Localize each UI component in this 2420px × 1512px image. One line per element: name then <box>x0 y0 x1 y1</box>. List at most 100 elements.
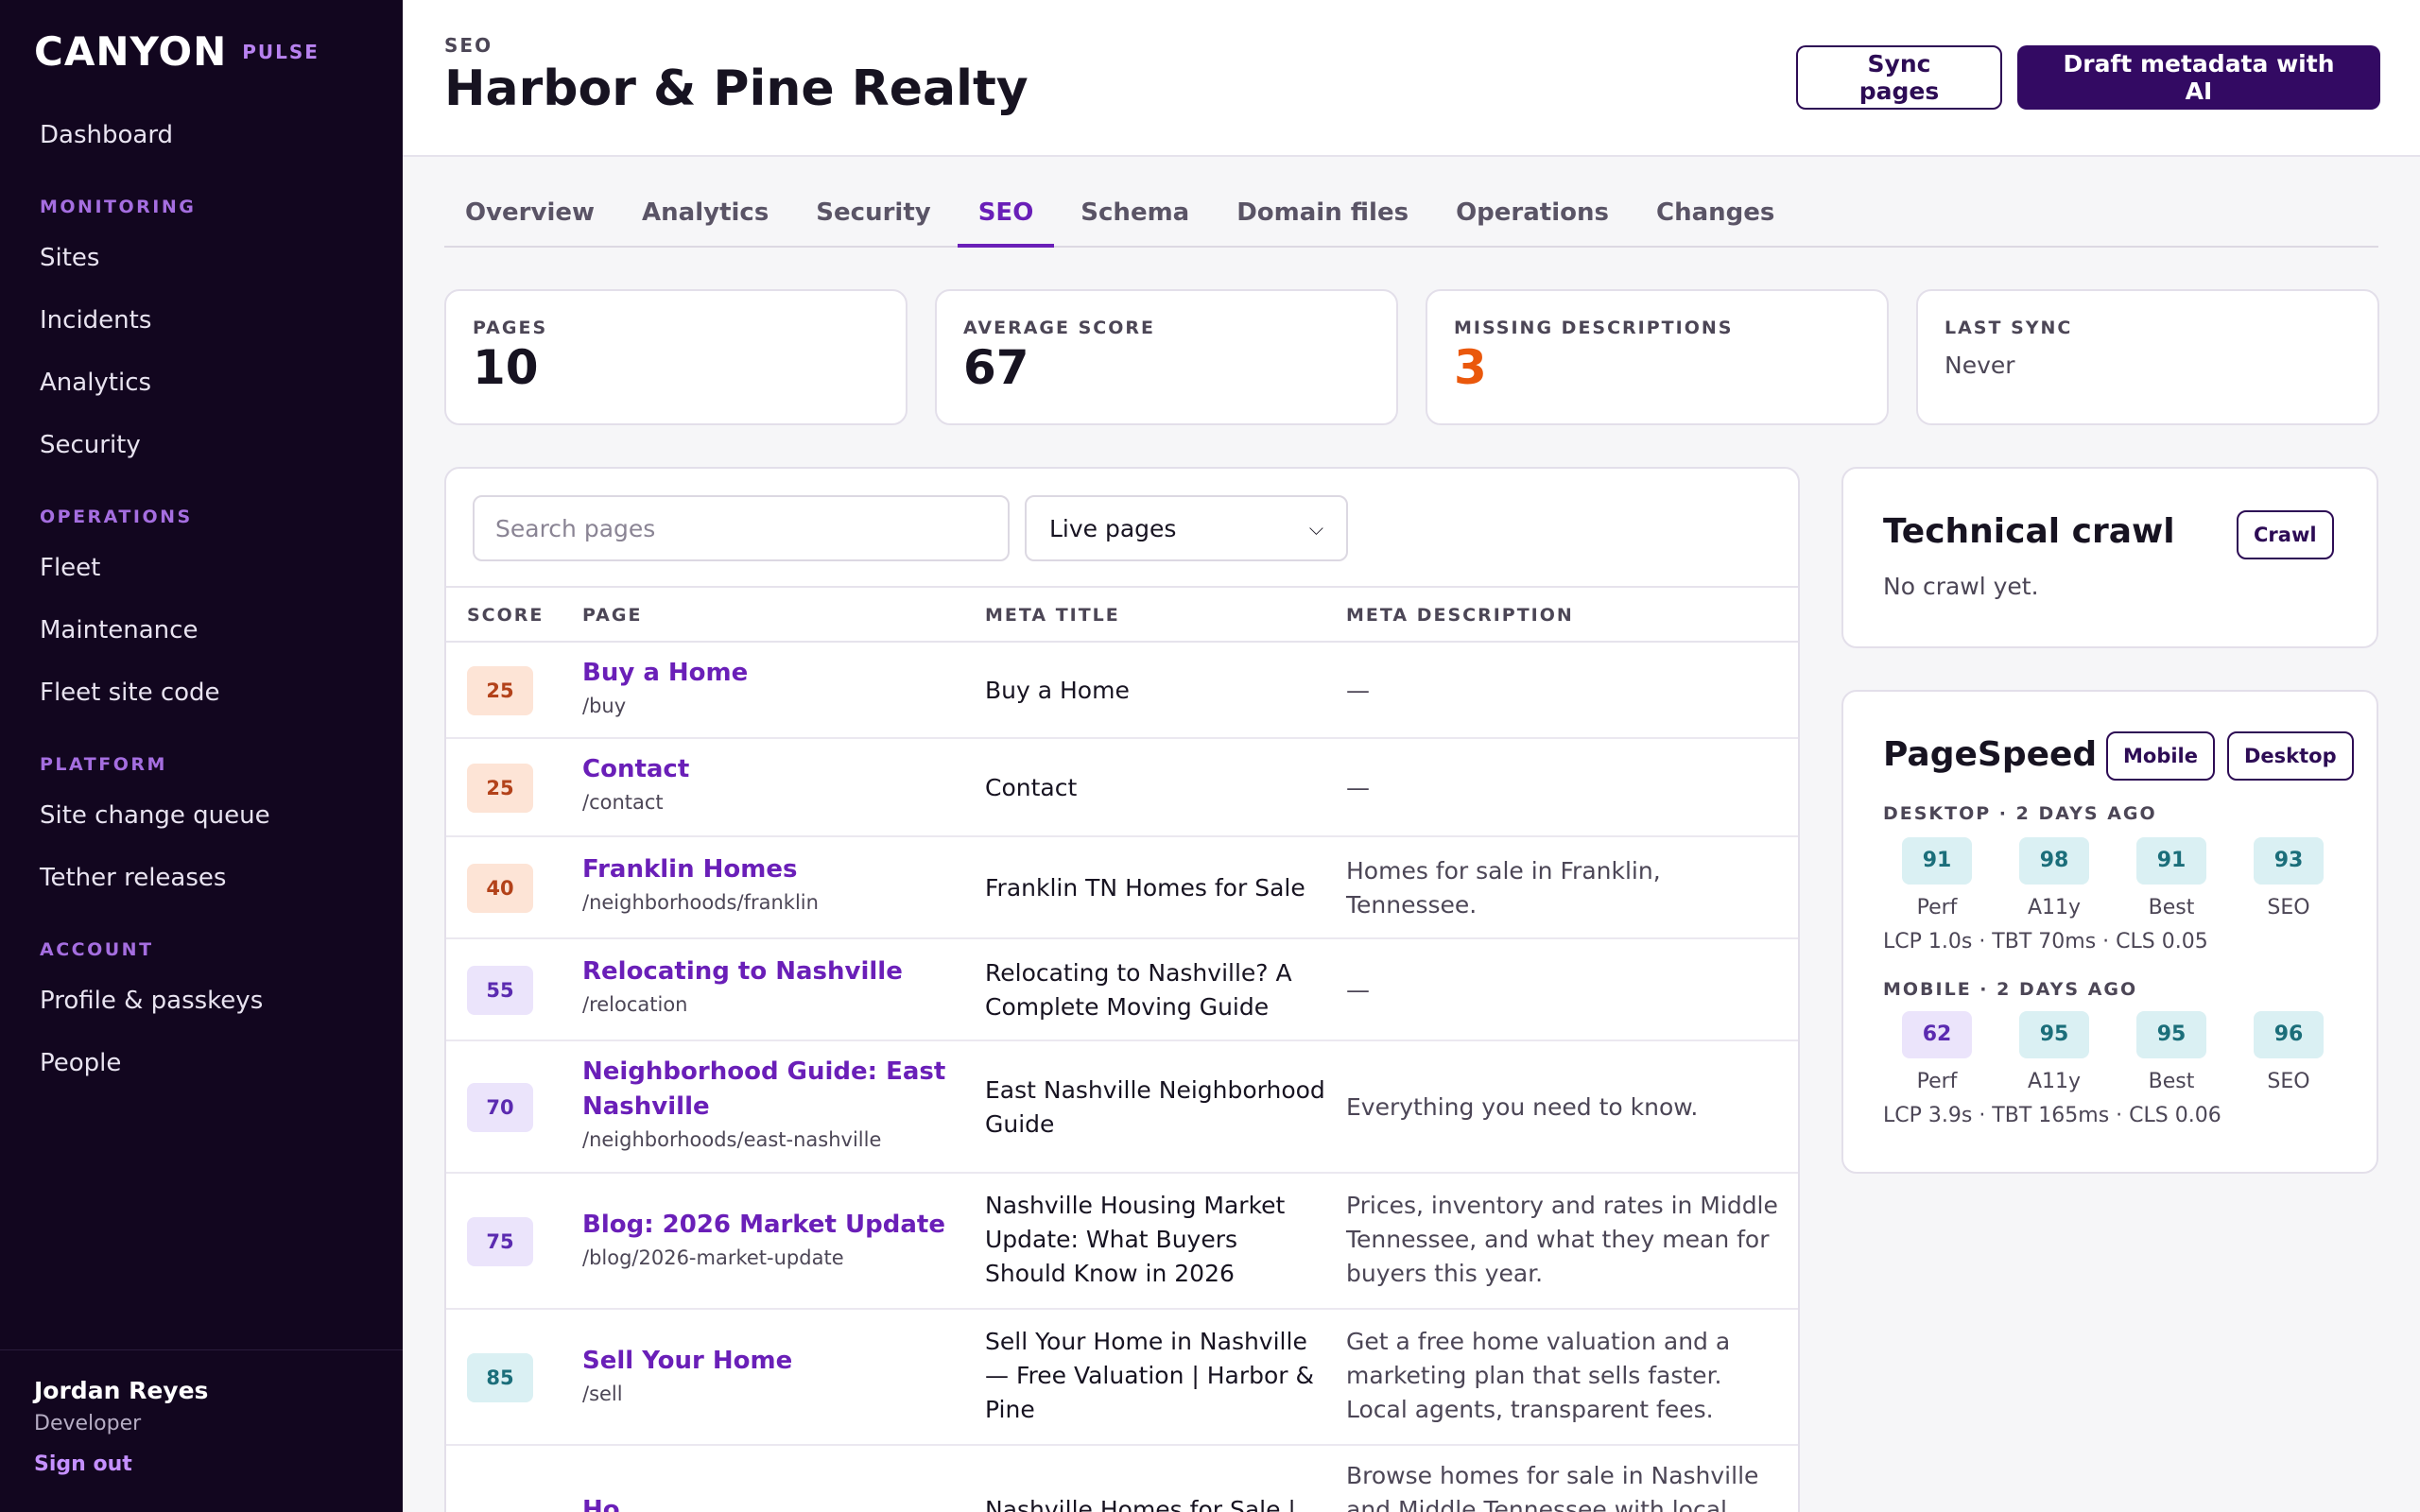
card-title: Technical crawl <box>1883 512 2175 551</box>
column-header-meta-title[interactable]: META TITLE <box>985 605 1120 626</box>
metric-value: 91 <box>2136 837 2206 885</box>
sidebar-item-maintenance[interactable]: Maintenance <box>40 616 199 644</box>
sidebar-item-people[interactable]: People <box>40 1049 122 1077</box>
column-header-page[interactable]: PAGE <box>582 605 643 626</box>
meta-title-cell: Nashville Housing Market Update: What Bu… <box>985 1192 1286 1287</box>
brand-logo[interactable]: CANYON PULSE <box>34 28 320 75</box>
sidebar-item-dashboard[interactable]: Dashboard <box>40 121 174 149</box>
user-role: Developer <box>34 1412 142 1435</box>
tab-analytics[interactable]: Analytics <box>642 198 769 227</box>
mobile-metric-best: 95 Best <box>2136 1011 2206 1093</box>
nav-section-account: ACCOUNT <box>40 939 154 960</box>
tab-security[interactable]: Security <box>816 198 931 227</box>
page-link[interactable]: Franklin Homes <box>582 855 798 884</box>
metric-value: 91 <box>1902 837 1972 885</box>
desktop-toggle-button[interactable]: Desktop <box>2227 731 2354 781</box>
sidebar-nav: Dashboard MONITORING Sites Incidents Ana… <box>0 104 403 1094</box>
table-row[interactable]: 85 Sell Your Home /sell Sell Your Home i… <box>446 1310 1798 1446</box>
sidebar-item-fleet[interactable]: Fleet <box>40 554 101 582</box>
metric-value: 96 <box>2254 1011 2324 1058</box>
site-tabs: Overview Analytics Security SEO Schema D… <box>444 185 2378 248</box>
mobile-toggle-button[interactable]: Mobile <box>2106 731 2215 781</box>
stat-card-pages: PAGES 10 <box>444 289 908 425</box>
table-row[interactable]: 70 Neighborhood Guide: East Nashville /n… <box>446 1041 1798 1174</box>
tab-changes[interactable]: Changes <box>1655 198 1775 227</box>
sidebar-item-profile-passkeys[interactable]: Profile & passkeys <box>40 987 264 1015</box>
tab-seo[interactable]: SEO <box>957 185 1055 248</box>
stat-label: LAST SYNC <box>1945 318 2073 338</box>
stat-label: AVERAGE SCORE <box>963 318 1156 338</box>
table-row[interactable]: 75 Blog: 2026 Market Update /blog/2026-m… <box>446 1174 1798 1310</box>
stat-value: 67 <box>963 340 1029 395</box>
page-link[interactable]: Blog: 2026 Market Update <box>582 1211 945 1239</box>
sidebar-item-tether-releases[interactable]: Tether releases <box>40 864 227 892</box>
score-badge: 75 <box>467 1217 533 1266</box>
tab-schema[interactable]: Schema <box>1080 198 1190 227</box>
table-row[interactable]: Ho... Nashville Homes for Sale | Browse … <box>446 1446 1798 1512</box>
sign-out-link[interactable]: Sign out <box>34 1452 132 1476</box>
meta-title-cell: Contact <box>985 774 1078 801</box>
page-link[interactable]: Neighborhood Guide: East Nashville <box>582 1057 946 1121</box>
table-row[interactable]: 55 Relocating to Nashville /relocation R… <box>446 939 1798 1041</box>
page-cell: Ho... <box>582 1493 960 1512</box>
page-filter-select[interactable]: Live pages ⌵ <box>1025 495 1348 561</box>
meta-description-cell: Get a free home valuation and a marketin… <box>1346 1328 1731 1423</box>
table-row[interactable]: 25 Buy a Home /buy Buy a Home — <box>446 643 1798 739</box>
page-link[interactable]: Relocating to Nashville <box>582 957 903 986</box>
page-link[interactable]: Ho... <box>582 1496 648 1512</box>
technical-crawl-card: Technical crawl Crawl No crawl yet. <box>1841 467 2378 648</box>
column-header-meta-description[interactable]: META DESCRIPTION <box>1346 605 1574 626</box>
desktop-vitals: LCP 1.0s · TBT 70ms · CLS 0.05 <box>1883 930 2208 954</box>
column-header-score[interactable]: SCORE <box>467 605 544 626</box>
sync-pages-button[interactable]: Sync pages <box>1796 45 2002 110</box>
sidebar-item-analytics[interactable]: Analytics <box>40 369 152 397</box>
metric-label: Best <box>2148 896 2195 919</box>
card-title: PageSpeed <box>1883 735 2098 774</box>
mobile-metric-seo: 96 SEO <box>2254 1011 2324 1093</box>
tab-operations[interactable]: Operations <box>1456 198 1609 227</box>
desktop-heading: DESKTOP · 2 DAYS AGO <box>1883 803 2157 824</box>
sidebar-item-fleet-site-code[interactable]: Fleet site code <box>40 679 220 707</box>
page-filter-value: Live pages <box>1049 514 1177 542</box>
table-body: 25 Buy a Home /buy Buy a Home — 25 Conta… <box>446 643 1798 1512</box>
page-path: /neighborhoods/franklin <box>582 891 819 914</box>
meta-description-cell: — <box>1346 976 1370 1004</box>
table-row[interactable]: 40 Franklin Homes /neighborhoods/frankli… <box>446 837 1798 939</box>
pages-table-card: Live pages ⌵ SCORE PAGE META TITLE META … <box>444 467 1800 1512</box>
page-link[interactable]: Contact <box>582 755 690 783</box>
search-pages-input[interactable] <box>473 495 1010 561</box>
sidebar-item-security[interactable]: Security <box>40 431 141 459</box>
score-badge: 70 <box>467 1083 533 1132</box>
score-badge: 40 <box>467 864 533 913</box>
metric-value: 95 <box>2019 1011 2089 1058</box>
page-path: /neighborhoods/east-nashville <box>582 1128 882 1151</box>
score-badge: 25 <box>467 764 533 813</box>
sidebar-item-sites[interactable]: Sites <box>40 244 100 272</box>
metric-value: 93 <box>2254 837 2324 885</box>
page-cell: Sell Your Home /sell <box>582 1344 960 1409</box>
draft-metadata-button[interactable]: Draft metadata with AI <box>2017 45 2380 110</box>
crawl-button[interactable]: Crawl <box>2237 510 2334 559</box>
crawl-status: No crawl yet. <box>1883 573 2039 600</box>
sidebar-item-incidents[interactable]: Incidents <box>40 306 152 335</box>
stat-value: Never <box>1945 352 2015 379</box>
meta-description-cell: Browse homes for sale in Nashville and M… <box>1346 1462 1759 1512</box>
tab-domain-files[interactable]: Domain files <box>1236 198 1409 227</box>
stat-value: 10 <box>473 340 539 395</box>
page-link[interactable]: Buy a Home <box>582 659 749 687</box>
brand-name: CANYON <box>34 28 228 75</box>
meta-description-cell: Homes for sale in Franklin, Tennessee. <box>1346 857 1661 919</box>
metric-label: Perf <box>1916 1070 1958 1093</box>
tab-overview[interactable]: Overview <box>465 198 596 227</box>
chevron-down-icon: ⌵ <box>1308 517 1323 540</box>
sidebar-item-site-change-queue[interactable]: Site change queue <box>40 801 270 830</box>
page-cell: Relocating to Nashville /relocation <box>582 954 960 1020</box>
page-link[interactable]: Sell Your Home <box>582 1347 793 1375</box>
meta-description-cell: — <box>1346 677 1370 704</box>
mobile-heading: MOBILE · 2 DAYS AGO <box>1883 979 2138 1000</box>
metric-value: 98 <box>2019 837 2089 885</box>
meta-description-cell: Prices, inventory and rates in Middle Te… <box>1346 1192 1778 1287</box>
stat-value: 3 <box>1454 340 1487 395</box>
page-cell: Buy a Home /buy <box>582 656 960 721</box>
table-row[interactable]: 25 Contact /contact Contact — <box>446 739 1798 837</box>
